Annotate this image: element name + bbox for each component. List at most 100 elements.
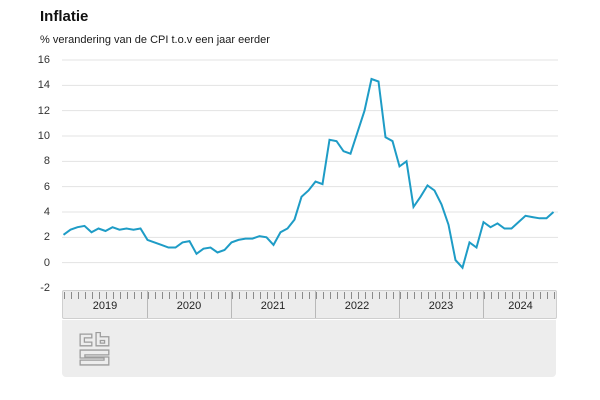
- month-tick: [281, 292, 282, 299]
- month-tick: [407, 292, 408, 299]
- y-axis-label: 6: [43, 180, 50, 193]
- month-tick: [190, 292, 191, 299]
- month-tick: [239, 292, 240, 299]
- y-axis-label: 4: [43, 206, 50, 218]
- month-tick: [127, 292, 128, 299]
- month-tick: [526, 292, 527, 299]
- y-axis-label: 0: [43, 256, 50, 269]
- month-tick: [456, 292, 457, 299]
- month-tick: [512, 292, 513, 299]
- month-tick: [505, 292, 506, 299]
- month-tick: [477, 292, 478, 299]
- month-tick: [134, 292, 135, 299]
- y-axis-label: 2: [43, 231, 50, 244]
- month-tick: [442, 292, 443, 299]
- month-tick: [449, 292, 450, 299]
- month-tick: [253, 292, 254, 299]
- month-tick: [64, 292, 65, 299]
- month-tick: [540, 292, 541, 299]
- slider-year-label: 2023: [428, 300, 454, 312]
- month-tick: [148, 292, 149, 299]
- footer-panel: [62, 320, 556, 377]
- month-tick: [71, 292, 72, 299]
- chart-subtitle: % verandering van de CPI t.o.v een jaar …: [40, 34, 270, 46]
- slider-year-label: 2022: [344, 300, 370, 312]
- month-tick: [400, 292, 401, 299]
- year-divider: [147, 291, 148, 318]
- month-tick: [106, 292, 107, 299]
- y-axis-label: 14: [37, 79, 50, 92]
- month-tick: [386, 292, 387, 299]
- year-divider: [315, 291, 316, 318]
- month-tick: [379, 292, 380, 299]
- slider-year-label: 2021: [260, 300, 286, 312]
- month-tick: [176, 292, 177, 299]
- time-range-slider[interactable]: 2019 2020 2021 2022 2023 2024: [62, 290, 557, 319]
- month-tick: [435, 292, 436, 299]
- month-tick: [267, 292, 268, 299]
- month-tick: [197, 292, 198, 299]
- month-tick: [547, 292, 548, 299]
- month-tick: [309, 292, 310, 299]
- month-tick: [183, 292, 184, 299]
- year-divider: [231, 291, 232, 318]
- month-tick: [204, 292, 205, 299]
- inflation-line-series: [62, 77, 555, 270]
- month-tick: [484, 292, 485, 299]
- month-tick: [141, 292, 142, 299]
- month-tick: [414, 292, 415, 299]
- month-tick: [211, 292, 212, 299]
- slider-year-label: 2024: [508, 300, 533, 312]
- month-tick: [169, 292, 170, 299]
- year-divider: [399, 291, 400, 318]
- month-tick: [393, 292, 394, 299]
- month-tick: [519, 292, 520, 299]
- month-tick: [554, 292, 555, 299]
- month-tick: [463, 292, 464, 299]
- month-tick: [162, 292, 163, 299]
- month-tick: [330, 292, 331, 299]
- month-tick: [99, 292, 100, 299]
- month-tick: [421, 292, 422, 299]
- month-tick: [358, 292, 359, 299]
- month-tick: [428, 292, 429, 299]
- month-tick: [337, 292, 338, 299]
- month-tick: [78, 292, 79, 299]
- month-tick: [344, 292, 345, 299]
- slider-year-label: 2020: [176, 300, 202, 312]
- month-tick: [246, 292, 247, 299]
- month-tick: [274, 292, 275, 299]
- y-axis-label: -2: [40, 282, 50, 294]
- year-divider: [483, 291, 484, 318]
- month-tick: [155, 292, 156, 299]
- y-axis-label: 10: [37, 130, 50, 142]
- month-tick: [316, 292, 317, 299]
- month-tick: [351, 292, 352, 299]
- month-tick: [288, 292, 289, 299]
- y-axis-label: 16: [37, 54, 50, 66]
- month-tick: [295, 292, 296, 299]
- chart-title: Inflatie: [40, 8, 89, 25]
- month-tick: [498, 292, 499, 299]
- month-tick: [85, 292, 86, 299]
- month-tick: [470, 292, 471, 299]
- month-tick: [372, 292, 373, 299]
- y-axis-label: 8: [43, 155, 50, 168]
- cbs-logo-icon: [79, 332, 110, 366]
- month-tick: [302, 292, 303, 299]
- month-tick: [218, 292, 219, 299]
- month-tick: [260, 292, 261, 299]
- month-tick: [92, 292, 93, 299]
- month-tick: [323, 292, 324, 299]
- month-tick: [232, 292, 233, 299]
- y-axis-label: 12: [37, 104, 50, 117]
- month-tick: [533, 292, 534, 299]
- slider-year-label: 2019: [92, 300, 118, 312]
- month-tick: [491, 292, 492, 299]
- month-tick: [365, 292, 366, 299]
- month-tick: [113, 292, 114, 299]
- month-tick: [120, 292, 121, 299]
- month-tick: [225, 292, 226, 299]
